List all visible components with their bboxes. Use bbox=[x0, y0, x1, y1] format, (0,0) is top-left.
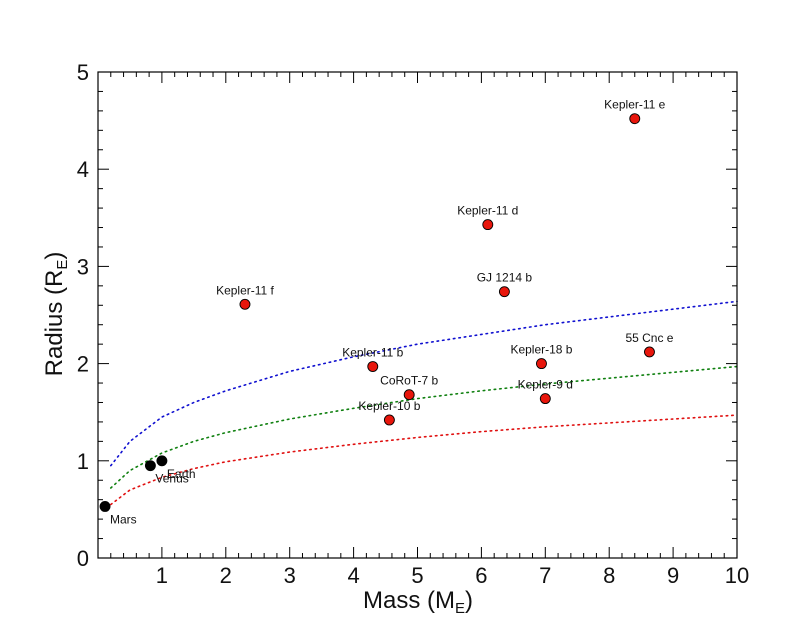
exoplanet-label: CoRoT-7 b bbox=[380, 374, 438, 388]
exoplanet-label: Kepler-18 b bbox=[510, 343, 572, 357]
y-tick-label: 1 bbox=[77, 449, 89, 474]
exoplanet-label: 55 Cnc e bbox=[625, 331, 673, 345]
exoplanet-point bbox=[239, 298, 251, 310]
y-axis-title-main: Radius (R bbox=[41, 270, 68, 377]
y-tick-label: 5 bbox=[77, 60, 89, 85]
y-axis-title: Radius (RE) bbox=[41, 252, 71, 377]
y-tick-label: 4 bbox=[77, 157, 89, 182]
exoplanet-point bbox=[629, 113, 641, 125]
x-axis-title: Mass (ME) bbox=[363, 587, 473, 617]
x-axis-title-subscript: E bbox=[455, 600, 465, 617]
exoplanet-point bbox=[498, 286, 510, 298]
y-tick-label: 3 bbox=[77, 254, 89, 279]
x-tick-label: 2 bbox=[220, 563, 232, 588]
x-tick-label: 10 bbox=[725, 563, 749, 588]
solar-planet-point bbox=[99, 501, 111, 512]
x-axis-title-close: ) bbox=[465, 587, 473, 614]
exoplanet-point bbox=[644, 346, 655, 358]
exoplanet-label: Kepler-11 e bbox=[604, 98, 665, 112]
y-tick-label: 2 bbox=[77, 352, 89, 377]
x-tick-label: 1 bbox=[156, 563, 168, 588]
exoplanet-point bbox=[539, 393, 551, 405]
x-tick-label: 9 bbox=[667, 563, 679, 588]
model-curve-1 bbox=[109, 300, 738, 467]
exoplanet-point bbox=[383, 414, 395, 426]
x-tick-label: 4 bbox=[347, 563, 359, 588]
exoplanet-point bbox=[403, 389, 415, 401]
exoplanet-label: Kepler-10 b bbox=[358, 399, 420, 413]
ticks: 1 2 3 4 5 6 7 8 9 10 0 1 2 3 4 5 bbox=[77, 60, 749, 588]
solar-planet-label: Venus bbox=[155, 472, 188, 486]
point-labels: Kepler-11 e Kepler-11 d GJ 1214 b Kepler-11… bbox=[110, 98, 674, 527]
x-axis-title-main: Mass (M bbox=[363, 587, 455, 614]
exoplanet-label: Kepler-11 f bbox=[216, 283, 274, 297]
x-tick-label: 8 bbox=[603, 563, 615, 588]
exoplanet-label: Kepler-9 d bbox=[518, 378, 573, 392]
exoplanet-label: Kepler-11 b bbox=[342, 346, 403, 360]
y-tick-label: 0 bbox=[77, 546, 89, 571]
solar-planet-label: Mars bbox=[110, 512, 137, 526]
y-axis-title-subscript: E bbox=[54, 260, 71, 270]
y-axis-title-close: ) bbox=[41, 252, 68, 260]
solar-planet-point bbox=[144, 460, 156, 472]
model-curves bbox=[109, 300, 738, 506]
model-curve-2 bbox=[109, 365, 738, 489]
exoplanet-point bbox=[482, 219, 494, 231]
solar-planet-point bbox=[156, 455, 168, 467]
model-curve-3 bbox=[109, 414, 738, 506]
exoplanet-point bbox=[536, 358, 547, 370]
solar-planet-label: Earth bbox=[167, 467, 196, 481]
axes bbox=[97, 71, 738, 559]
x-tick-label: 3 bbox=[284, 563, 296, 588]
exoplanet-label: GJ 1214 b bbox=[477, 271, 533, 285]
exoplanet-point bbox=[367, 361, 379, 372]
exoplanet-label: Kepler-11 d bbox=[457, 204, 518, 218]
x-tick-label: 6 bbox=[475, 563, 487, 588]
plot-frame bbox=[97, 71, 738, 559]
x-tick-label: 7 bbox=[539, 563, 551, 588]
x-tick-label: 5 bbox=[411, 563, 423, 588]
data-points bbox=[99, 113, 655, 512]
